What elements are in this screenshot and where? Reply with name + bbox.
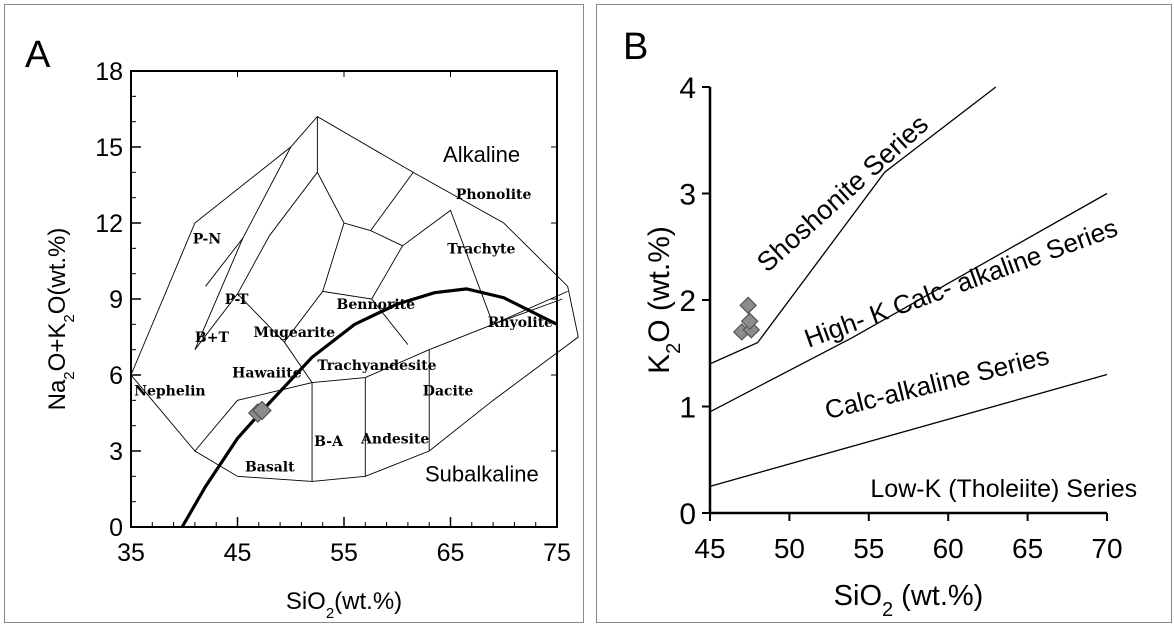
x-tick-label: 60 bbox=[933, 533, 964, 564]
alkaline-subalkaline-divider bbox=[180, 287, 558, 528]
panel-label: B bbox=[623, 26, 648, 68]
rock-field-boundary bbox=[371, 209, 494, 325]
y-tick-label: 3 bbox=[679, 179, 696, 212]
x-tick-label: 35 bbox=[117, 539, 145, 567]
rock-field-boundary bbox=[492, 290, 568, 325]
x-tick-label: 70 bbox=[1091, 533, 1122, 564]
y-tick-label: 9 bbox=[109, 286, 123, 314]
x-axis-title: SiO2 (wt.%) bbox=[834, 580, 984, 621]
y-tick-label: 2 bbox=[679, 285, 696, 318]
series-label: Low-K (Tholeiite) Series bbox=[870, 475, 1137, 503]
rock-field-label: Hawaiite bbox=[232, 366, 302, 382]
y-tick-label: 6 bbox=[109, 362, 123, 390]
rock-field-label: Andesite bbox=[360, 431, 429, 447]
rock-field-label: Dacite bbox=[423, 383, 474, 399]
rock-field-boundary bbox=[194, 172, 318, 350]
rock-field-label: Mugearite bbox=[253, 325, 335, 341]
y-tick-label: 3 bbox=[109, 438, 123, 466]
y-tick-label: 15 bbox=[95, 134, 123, 162]
tas-diagram: A 0 3 6 9 12 15 18 35 45 55 65 75 Phonolite P-N Trachyt… bbox=[25, 34, 579, 622]
y-tick-label: 0 bbox=[679, 498, 696, 531]
rock-field-boundary bbox=[205, 237, 244, 287]
region-label-subalkaline: Subalkaline bbox=[425, 461, 539, 486]
rock-field-boundary bbox=[316, 116, 414, 232]
rock-field-boundary bbox=[284, 290, 409, 345]
rock-field-label: Trachyte bbox=[447, 241, 515, 257]
x-tick-label: 50 bbox=[774, 533, 805, 564]
x-tick-label: 65 bbox=[1012, 533, 1043, 564]
x-tick-label: 65 bbox=[437, 539, 465, 567]
x-tick-label: 55 bbox=[330, 539, 358, 567]
y-axis-title: K2O (wt.%) bbox=[643, 226, 685, 374]
rock-field-boundary bbox=[370, 230, 403, 247]
rock-field-label: Bennorite bbox=[337, 297, 416, 313]
series-boundary-line bbox=[709, 373, 1108, 488]
sample-point bbox=[740, 312, 759, 331]
region-label-alkaline: Alkaline bbox=[443, 142, 520, 167]
x-tick-label: 45 bbox=[224, 539, 252, 567]
rock-field-label: Trachyandesite bbox=[317, 358, 436, 374]
rock-field-label: Nephelin bbox=[134, 383, 205, 399]
series-label: Shoshonite Series bbox=[751, 109, 934, 278]
x-tick-label: 75 bbox=[543, 539, 571, 567]
series-boundary-line bbox=[709, 192, 1108, 413]
k2o-silica-panel: B 0 1 2 3 4 45 50 55 60 65 70 Shoshonite Series High-… bbox=[596, 4, 1172, 623]
panel-label: A bbox=[25, 34, 51, 76]
rock-field-label: Rhyolite bbox=[488, 315, 553, 331]
y-tick-label: 18 bbox=[95, 58, 123, 86]
y-tick-label: 12 bbox=[95, 210, 123, 238]
x-tick-label: 55 bbox=[853, 533, 884, 564]
y-tick-label: 0 bbox=[109, 514, 123, 542]
x-axis-title: SiO2(wt.%) bbox=[286, 588, 402, 622]
sample-point bbox=[739, 296, 757, 315]
tas-diagram-panel: A 0 3 6 9 12 15 18 35 45 55 65 75 Phonolite P-N Trachyt… bbox=[4, 4, 584, 623]
sample-point bbox=[252, 400, 272, 421]
rock-field-label: Phonolite bbox=[456, 187, 532, 203]
rock-field-label: P-N bbox=[193, 231, 222, 247]
series-label: Calc-alkaline Series bbox=[822, 340, 1052, 425]
rock-field-boundary bbox=[322, 222, 345, 292]
rock-field-label: B-A bbox=[314, 434, 344, 450]
k2o-silica-diagram: B 0 1 2 3 4 45 50 55 60 65 70 Shoshonite SeriesHigh-… bbox=[623, 26, 1137, 621]
y-axis-title: Na2O+K2O(wt.%) bbox=[44, 228, 78, 411]
x-tick-label: 45 bbox=[694, 533, 725, 564]
rock-field-label: B+T bbox=[195, 330, 230, 346]
series-label: High- K Calc- alkaline Series bbox=[800, 212, 1121, 353]
rock-field-boundary bbox=[194, 146, 292, 350]
series-boundary-line bbox=[709, 86, 997, 365]
rock-field-label: P-T bbox=[225, 292, 249, 308]
y-tick-label: 1 bbox=[679, 392, 696, 425]
rock-field-label: Basalt bbox=[245, 459, 295, 475]
rock-field-boundary bbox=[130, 116, 579, 482]
y-tick-label: 4 bbox=[679, 72, 696, 105]
